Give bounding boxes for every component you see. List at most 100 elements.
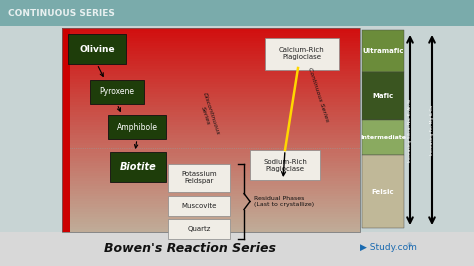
Bar	[62, 56, 360, 59]
Text: Pyroxene: Pyroxene	[100, 88, 135, 97]
Bar	[62, 222, 360, 225]
Bar	[110, 152, 166, 182]
Bar	[62, 138, 360, 141]
Bar	[62, 105, 360, 107]
Bar	[62, 145, 360, 148]
Bar	[62, 28, 360, 31]
Bar	[62, 53, 360, 57]
Bar	[62, 199, 360, 202]
Text: Continuous Series: Continuous Series	[307, 67, 329, 123]
Text: Increasing Silica, Na, K, Al, Si: Increasing Silica, Na, K, Al, Si	[408, 98, 412, 162]
Bar	[62, 94, 360, 97]
Bar	[62, 132, 360, 136]
Bar	[62, 82, 360, 85]
Bar	[62, 61, 360, 64]
Text: Intermediate: Intermediate	[360, 135, 406, 140]
Bar	[62, 76, 360, 80]
Bar	[0, 232, 474, 266]
Bar	[62, 48, 360, 51]
Bar	[62, 59, 360, 62]
Text: ▶ Study.com: ▶ Study.com	[360, 243, 417, 252]
Bar	[362, 30, 404, 72]
Bar	[62, 184, 360, 187]
Bar	[62, 204, 360, 207]
Bar	[62, 66, 360, 69]
Bar	[62, 224, 360, 227]
Bar	[62, 28, 70, 232]
Bar	[62, 99, 360, 102]
Bar	[62, 125, 360, 128]
Bar	[62, 150, 360, 153]
Bar	[62, 130, 360, 133]
Bar	[62, 189, 360, 192]
Bar	[62, 89, 360, 92]
Bar	[62, 36, 360, 39]
Bar	[62, 84, 360, 87]
Bar	[62, 74, 360, 77]
Bar	[62, 112, 360, 115]
Bar	[62, 173, 360, 176]
Bar	[62, 211, 360, 215]
Text: Discontinuous
Series: Discontinuous Series	[196, 92, 220, 138]
Bar	[62, 102, 360, 105]
Bar	[62, 214, 360, 217]
Bar	[68, 34, 126, 64]
Bar	[62, 43, 360, 46]
Bar	[168, 219, 230, 239]
Text: Felsic: Felsic	[372, 189, 394, 194]
Bar	[0, 0, 474, 26]
Bar	[108, 115, 166, 139]
Bar	[62, 186, 360, 189]
Text: Quartz: Quartz	[187, 226, 210, 232]
Bar	[62, 46, 360, 49]
Bar	[62, 158, 360, 161]
Bar	[62, 69, 360, 72]
Bar	[62, 176, 360, 179]
Bar	[62, 79, 360, 82]
Bar	[62, 92, 360, 95]
Bar	[62, 120, 360, 123]
Bar	[62, 71, 360, 74]
Bar	[62, 217, 360, 220]
Bar	[62, 178, 360, 181]
Bar	[62, 156, 360, 159]
Bar	[62, 38, 360, 41]
Bar	[62, 64, 360, 67]
Text: ®: ®	[406, 243, 411, 248]
Bar	[62, 209, 360, 212]
Bar	[62, 135, 360, 138]
Bar	[62, 153, 360, 156]
Text: Increasing Fe, Mg & Ca: Increasing Fe, Mg & Ca	[430, 105, 434, 155]
Bar	[62, 28, 360, 232]
Bar	[62, 166, 360, 169]
Bar	[62, 31, 360, 34]
Bar	[62, 127, 360, 131]
Text: Bowen's Reaction Series: Bowen's Reaction Series	[104, 242, 276, 255]
Bar	[62, 196, 360, 199]
Text: Muscovite: Muscovite	[182, 203, 217, 209]
Bar	[168, 164, 230, 192]
Bar	[62, 191, 360, 194]
Bar	[250, 150, 320, 180]
Bar	[62, 148, 360, 151]
Text: Amphibole: Amphibole	[117, 123, 157, 131]
Text: Sodium-Rich
Plagioclase: Sodium-Rich Plagioclase	[263, 159, 307, 172]
Bar	[362, 120, 404, 155]
Bar	[62, 206, 360, 210]
Bar	[168, 196, 230, 216]
Text: Calcium-Rich
Plagioclase: Calcium-Rich Plagioclase	[279, 48, 325, 60]
Bar	[62, 163, 360, 166]
Bar	[62, 227, 360, 230]
Bar	[62, 168, 360, 171]
Text: Mafic: Mafic	[373, 93, 393, 99]
Text: Olivine: Olivine	[79, 44, 115, 53]
Bar	[62, 117, 360, 120]
Bar	[62, 107, 360, 110]
Bar	[62, 51, 360, 54]
Bar	[62, 97, 360, 100]
Bar	[265, 38, 339, 70]
Bar	[62, 33, 360, 36]
Bar	[62, 161, 360, 164]
Bar	[362, 155, 404, 228]
Bar	[62, 140, 360, 143]
